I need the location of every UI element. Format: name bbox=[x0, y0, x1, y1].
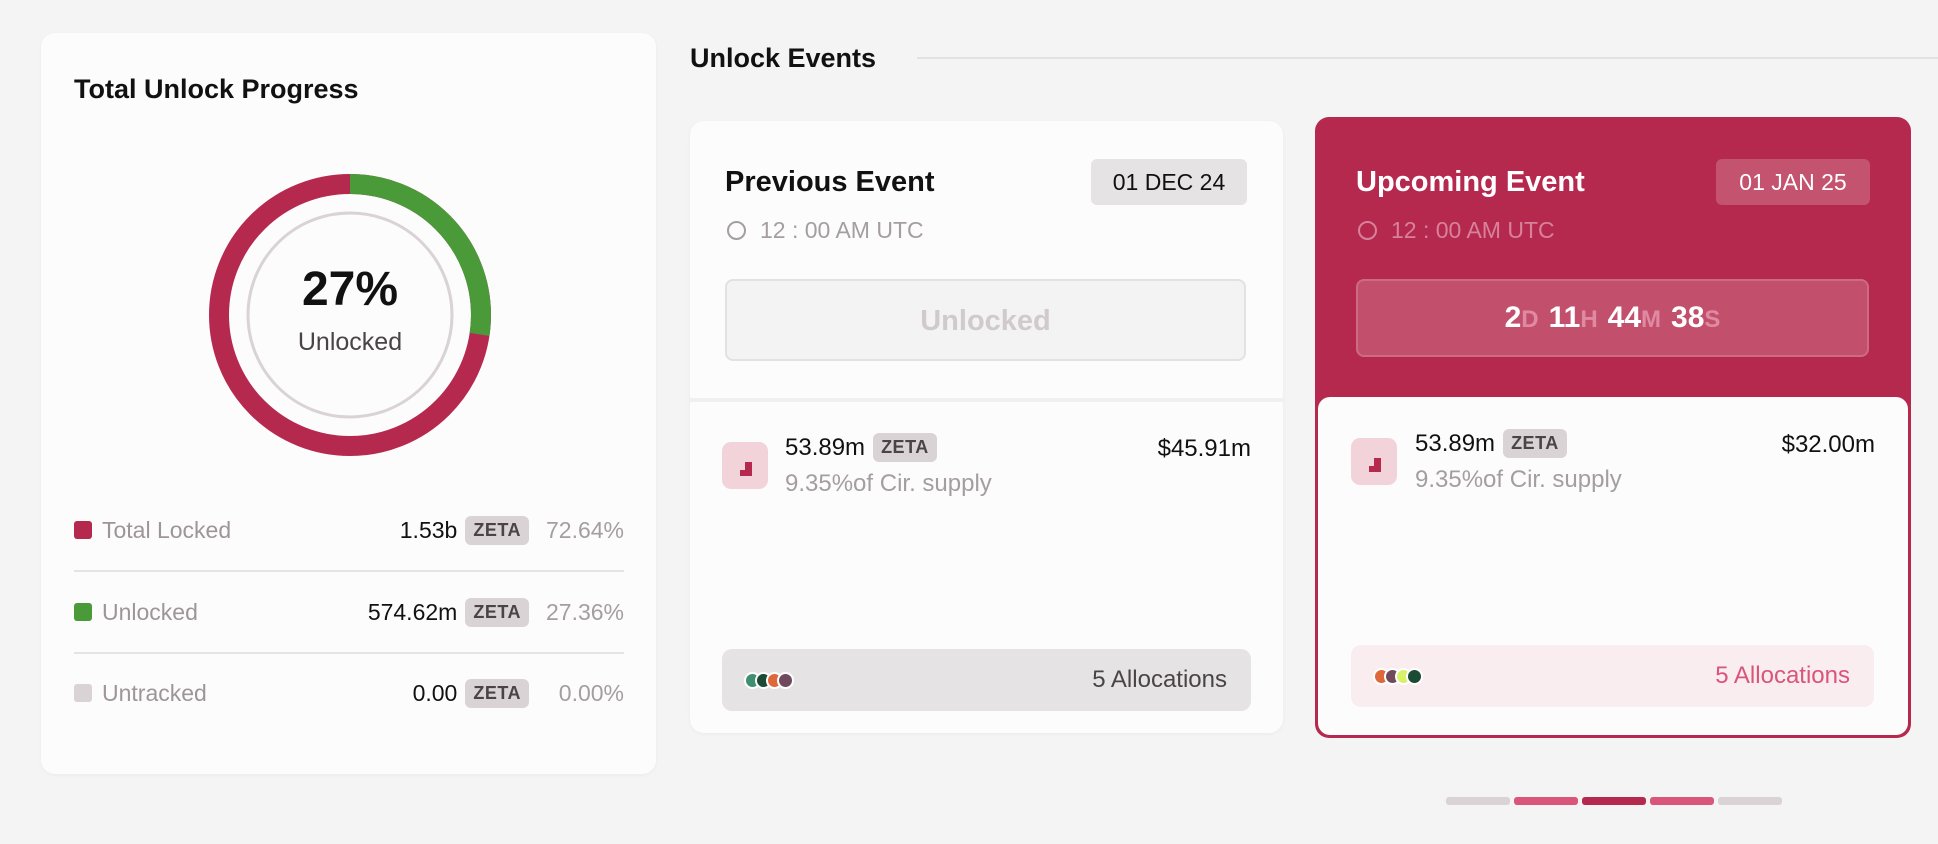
pagination-dot-3[interactable] bbox=[1582, 797, 1646, 805]
amount-text: 53.89m bbox=[785, 433, 866, 461]
previous-value: $45.91m bbox=[1157, 435, 1251, 462]
progress-center-label: Unlocked bbox=[297, 328, 403, 356]
legend-percent: 0.00% bbox=[558, 679, 624, 706]
token-badge: ZETA bbox=[873, 433, 937, 462]
legend-amount: 574.62m bbox=[367, 598, 458, 625]
legend-row-unlocked: Unlocked 574.62m ZETA 27.36% bbox=[74, 592, 624, 632]
allocation-dot bbox=[1406, 667, 1423, 685]
previous-time: 12 : 00 AM UTC bbox=[727, 217, 924, 244]
upcoming-value: $32.00m bbox=[1781, 431, 1875, 458]
countdown-box: 2D 11H 44M 38S bbox=[1356, 279, 1869, 357]
progress-percent: 27% bbox=[301, 263, 399, 316]
unlock-events-title: Unlock Events bbox=[690, 43, 877, 73]
total-unlock-progress-card bbox=[41, 33, 656, 774]
pagination-dot-1[interactable] bbox=[1446, 797, 1510, 805]
divider bbox=[74, 652, 624, 654]
legend-label: Unlocked bbox=[102, 598, 198, 625]
previous-card-separator bbox=[690, 398, 1283, 402]
clock-icon bbox=[727, 221, 746, 240]
countdown-seconds: 38S bbox=[1671, 301, 1721, 334]
pagination-dot-4[interactable] bbox=[1650, 797, 1714, 805]
previous-event-title: Previous Event bbox=[725, 166, 935, 198]
donut-inner-ring bbox=[246, 211, 454, 419]
previous-amount: 53.89m ZETA bbox=[785, 433, 937, 462]
legend-row-total-locked: Total Locked 1.53b ZETA 72.64% bbox=[74, 510, 624, 550]
token-badge: ZETA bbox=[465, 597, 529, 627]
pagination-dot-5[interactable] bbox=[1718, 797, 1782, 805]
token-badge: ZETA bbox=[465, 515, 529, 545]
unlocked-status-button[interactable]: Unlocked bbox=[725, 279, 1246, 361]
allocations-label: 5 Allocations bbox=[1715, 662, 1850, 689]
progress-title: Total Unlock Progress bbox=[74, 74, 359, 104]
token-icon bbox=[1351, 438, 1397, 485]
allocations-label: 5 Allocations bbox=[1092, 666, 1227, 693]
amount-text: 53.89m bbox=[1415, 429, 1496, 457]
token-badge: ZETA bbox=[1503, 429, 1567, 458]
upcoming-amount: 53.89m ZETA bbox=[1415, 429, 1567, 458]
previous-allocations-button[interactable]: 5 Allocations bbox=[722, 649, 1251, 711]
legend-percent: 72.64% bbox=[545, 516, 624, 543]
upcoming-event-title: Upcoming Event bbox=[1356, 166, 1585, 198]
legend-label: Untracked bbox=[102, 679, 207, 706]
legend-swatch bbox=[74, 603, 92, 621]
previous-event-card bbox=[690, 121, 1283, 733]
legend-swatch bbox=[74, 521, 92, 539]
donut-unlocked-segment bbox=[209, 174, 491, 456]
legend-row-untracked: Untracked 0.00 ZETA 0.00% bbox=[74, 673, 624, 713]
legend-label: Total Locked bbox=[102, 516, 232, 543]
allocation-dots bbox=[744, 671, 794, 689]
allocation-dots bbox=[1373, 667, 1423, 685]
upcoming-supply: 9.35%of Cir. supply bbox=[1415, 466, 1622, 493]
previous-date-badge: 01 DEC 24 bbox=[1091, 159, 1247, 205]
countdown-minutes: 44M bbox=[1607, 301, 1662, 334]
token-badge: ZETA bbox=[465, 678, 529, 708]
legend-percent: 27.36% bbox=[545, 598, 624, 625]
countdown-hours: 11H bbox=[1548, 301, 1598, 334]
token-icon bbox=[722, 442, 768, 489]
time-text: 12 : 00 AM UTC bbox=[760, 217, 924, 243]
legend-swatch bbox=[74, 684, 92, 702]
countdown-days: 2D bbox=[1504, 301, 1539, 334]
legend-amount: 1.53b bbox=[399, 516, 458, 543]
upcoming-allocations-button[interactable]: 5 Allocations bbox=[1351, 645, 1874, 707]
allocation-dot bbox=[777, 671, 794, 689]
divider bbox=[74, 570, 624, 572]
pagination-dot-2[interactable] bbox=[1514, 797, 1578, 805]
time-text: 12 : 00 AM UTC bbox=[1391, 217, 1555, 243]
upcoming-time: 12 : 00 AM UTC bbox=[1358, 217, 1555, 244]
unlock-donut-chart bbox=[209, 174, 491, 456]
header-rule bbox=[917, 57, 1938, 59]
previous-supply: 9.35%of Cir. supply bbox=[785, 470, 992, 497]
legend-amount: 0.00 bbox=[412, 679, 458, 706]
clock-icon bbox=[1358, 221, 1377, 240]
upcoming-date-badge: 01 JAN 25 bbox=[1716, 159, 1870, 205]
